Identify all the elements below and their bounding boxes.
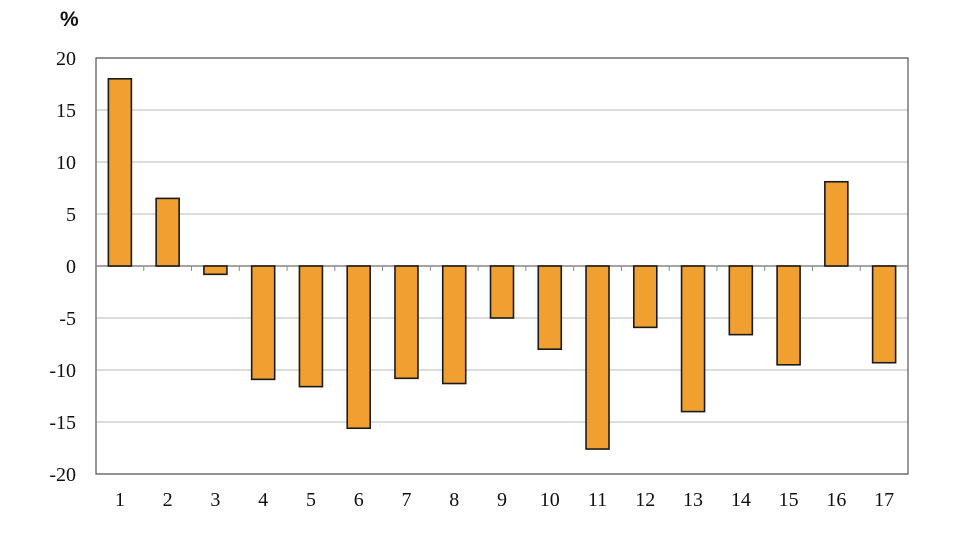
x-tick-label: 5 xyxy=(306,489,316,511)
bar-1 xyxy=(107,78,133,267)
bar-7 xyxy=(394,265,419,380)
bar-6 xyxy=(346,265,372,430)
y-tick-label: 5 xyxy=(66,204,76,226)
x-tick-label: 11 xyxy=(588,489,607,511)
bar-11 xyxy=(585,265,610,450)
x-axis-tick-marks xyxy=(143,266,861,271)
y-tick-label: -15 xyxy=(49,412,76,434)
x-tick-label: 7 xyxy=(401,489,411,511)
bar-16 xyxy=(824,180,849,267)
x-tick-label: 10 xyxy=(540,489,560,511)
x-tick-label: 9 xyxy=(497,489,507,511)
bar-10 xyxy=(537,265,563,350)
bar-9 xyxy=(489,265,515,319)
x-tick-label: 16 xyxy=(826,489,846,511)
x-axis-tick-labels: 1 2 3 4 5 6 7 8 9 10 11 12 13 14 15 16 17 xyxy=(115,489,894,511)
y-tick-label: -5 xyxy=(59,308,76,330)
y-tick-label: 20 xyxy=(56,48,76,70)
x-tick-label: 2 xyxy=(163,489,173,511)
bar-12 xyxy=(632,265,658,329)
bar-5 xyxy=(298,265,324,388)
x-tick-label: 8 xyxy=(449,489,459,511)
x-tick-label: 6 xyxy=(354,489,364,511)
x-tick-label: 3 xyxy=(210,489,220,511)
x-tick-label: 14 xyxy=(731,489,751,511)
x-tick-label: 12 xyxy=(635,489,655,511)
bar-13 xyxy=(680,265,706,413)
y-tick-label: 15 xyxy=(56,100,76,122)
y-tick-label: 10 xyxy=(56,152,76,174)
x-tick-label: 17 xyxy=(874,489,894,511)
bar-15 xyxy=(776,265,801,366)
x-tick-label: 4 xyxy=(258,489,268,511)
y-tick-label: -20 xyxy=(49,464,76,486)
bars xyxy=(107,78,897,450)
y-axis-tick-labels: 20 15 10 5 0 -5 -10 -15 -20 xyxy=(49,48,76,486)
bar-2 xyxy=(155,197,180,267)
bar-17 xyxy=(871,265,897,364)
bar-8 xyxy=(441,265,467,385)
y-unit-label: % xyxy=(60,8,79,31)
bar-4 xyxy=(250,265,276,381)
x-tick-label: 1 xyxy=(115,489,125,511)
bar-14 xyxy=(728,265,754,336)
y-tick-label: -10 xyxy=(49,360,76,382)
y-tick-label: 0 xyxy=(66,256,76,278)
x-tick-label: 15 xyxy=(779,489,799,511)
bar-3 xyxy=(203,265,228,276)
x-tick-label: 13 xyxy=(683,489,703,511)
